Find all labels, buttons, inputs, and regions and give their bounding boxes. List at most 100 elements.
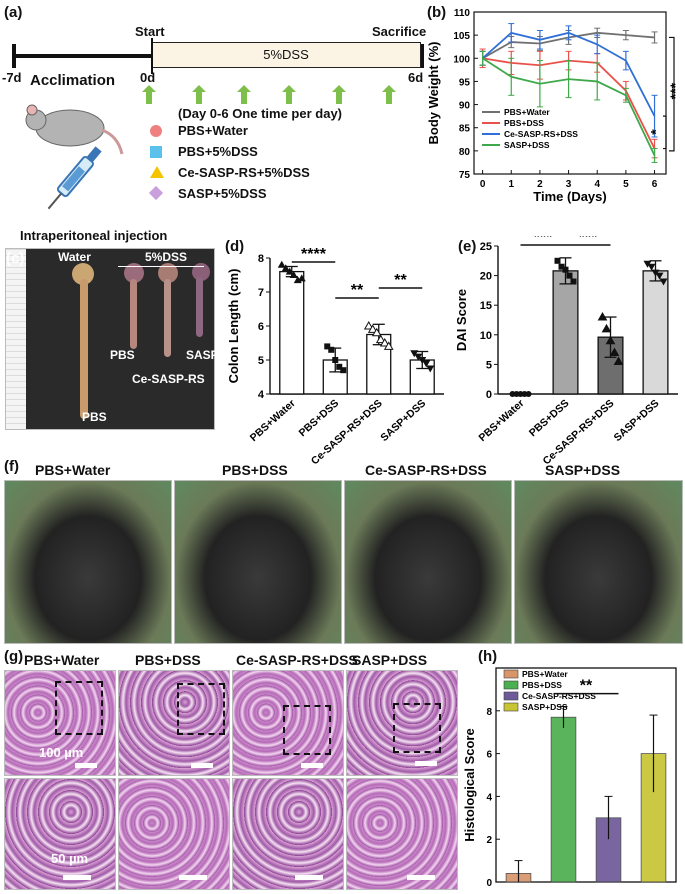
plot-frame <box>495 667 677 883</box>
arrow-icon <box>142 85 396 104</box>
y-axis-label: Colon Length (cm) <box>226 269 241 384</box>
data-point <box>297 274 306 282</box>
histology-title: PBS+Water <box>24 652 100 668</box>
colon-ce-icon <box>158 263 178 283</box>
histological-score-chart: 0 2 4 6 8 Histological Score PBS+WaterPBS+DSSC… <box>462 667 677 889</box>
zero-label: 0d <box>140 70 156 85</box>
histology-low-sasp-dss <box>346 670 458 776</box>
data-point <box>371 327 382 337</box>
legend-label: SASP+DSS <box>504 140 550 150</box>
x-tick-label: PBS+Water <box>476 397 526 444</box>
y-axis-label: Body Weight (%) <box>426 41 441 144</box>
panel-a-label: (a) <box>4 4 23 21</box>
acclimation-label: Acclimation <box>30 72 116 89</box>
mouse-photo-sasp-dss <box>514 480 683 644</box>
scale-bar-label: 100 µm <box>39 745 84 760</box>
legend-swatch <box>503 680 519 690</box>
panel-g-label: (g) <box>4 648 24 665</box>
scale-bar <box>179 875 207 880</box>
mouse-photo-pbs-water <box>4 480 172 644</box>
legend-label: Ce-SASP-RS+5%DSS <box>178 165 310 180</box>
y-tick-label: 4 <box>258 389 265 401</box>
pbs-group-label: PBS <box>110 348 135 362</box>
legend-label: PBS+DSS <box>522 680 562 690</box>
data-point <box>655 272 664 280</box>
colon-pbs-icon <box>124 263 144 283</box>
mouse-photo-ce-sasp-rs-dss <box>344 480 512 644</box>
y-tick-label: 4 <box>486 792 492 803</box>
significance-mark: *** <box>667 82 683 99</box>
legend-swatch <box>503 669 519 679</box>
significance-mark: *** <box>534 236 553 246</box>
sacrifice-label: Sacrifice <box>372 24 427 39</box>
panel-c-label: (c) <box>6 250 25 267</box>
scale-bar <box>191 763 213 768</box>
histology-low-pbs-dss <box>118 670 230 776</box>
data-point <box>554 257 561 264</box>
panel-h-label: (h) <box>478 648 498 665</box>
data-point <box>367 324 378 333</box>
data-point <box>418 357 427 364</box>
dss-bracket <box>118 266 204 267</box>
plot-frame <box>473 11 667 175</box>
y-tick-label: 85 <box>459 124 471 135</box>
minus7-label: -7d <box>2 70 22 85</box>
x-tick-label: 4 <box>594 179 600 190</box>
body-weight-chart: 75 80 85 90 95 100 105 110 0 1 2 3 4 5 6 Time (Days) Bod… <box>426 8 683 204</box>
significance-mark: ** <box>351 282 364 299</box>
scale-bar <box>295 875 323 880</box>
panel-e-label: (e) <box>458 238 477 255</box>
triangle-marker-icon <box>150 166 164 178</box>
colon-ce-body-icon <box>164 279 171 357</box>
y-tick-label: 15 <box>480 300 492 312</box>
colon-sasp-icon <box>192 263 210 281</box>
zoom-box <box>55 681 103 735</box>
x-tick-label: 6 <box>652 179 658 190</box>
scale-bar <box>75 763 97 768</box>
mouse-photo-pbs-dss <box>174 480 342 644</box>
photo-title: PBS+DSS <box>222 462 288 478</box>
data-point <box>277 260 286 268</box>
histology-low-pbs-water: 100 µm <box>4 670 116 776</box>
legend-label: PBS+5%DSS <box>178 144 258 159</box>
timeline-tick-start <box>12 44 16 68</box>
scale-bar <box>407 875 435 880</box>
dss-period-label: 5%DSS <box>263 47 309 62</box>
y-tick-label: 2 <box>486 835 492 846</box>
data-point <box>289 271 298 278</box>
data-point <box>609 347 620 357</box>
data-point <box>651 269 660 277</box>
scale-bar <box>415 761 437 766</box>
panel-f-label: (f) <box>4 458 19 475</box>
legend-swatch <box>503 691 519 701</box>
photo-title: SASP+DSS <box>545 462 621 478</box>
data-point <box>525 391 532 397</box>
y-tick-label: 80 <box>459 147 471 158</box>
panel-b-label: (b) <box>427 4 447 21</box>
significance-mark: * <box>647 129 663 135</box>
y-tick-label: 105 <box>453 31 470 42</box>
x-tick-label: 5 <box>623 179 629 190</box>
histology-high-sasp-dss <box>346 778 458 890</box>
data-point <box>643 260 652 268</box>
significance-mark: ** <box>580 678 593 695</box>
data-point <box>363 320 374 330</box>
y-tick-label: 75 <box>459 170 471 181</box>
legend-swatch <box>503 702 519 712</box>
y-axis-label: Histological Score <box>462 728 477 841</box>
legend-label: SASP+5%DSS <box>178 186 267 201</box>
panel-d-label: (d) <box>225 238 245 255</box>
data-point <box>601 323 612 333</box>
data-point <box>597 312 608 321</box>
significance-mark: ** <box>394 272 407 289</box>
x-tick-label: PBS+DSS <box>297 397 342 439</box>
scale-bar-label: 50 µm <box>51 851 89 866</box>
y-tick-label: 7 <box>258 287 264 299</box>
data-point <box>328 346 335 353</box>
injection-arrows <box>142 85 396 104</box>
ce-group-label: Ce-SASP-RS <box>132 372 205 386</box>
data-point <box>566 272 573 279</box>
legend-label: PBS+DSS <box>504 118 544 128</box>
